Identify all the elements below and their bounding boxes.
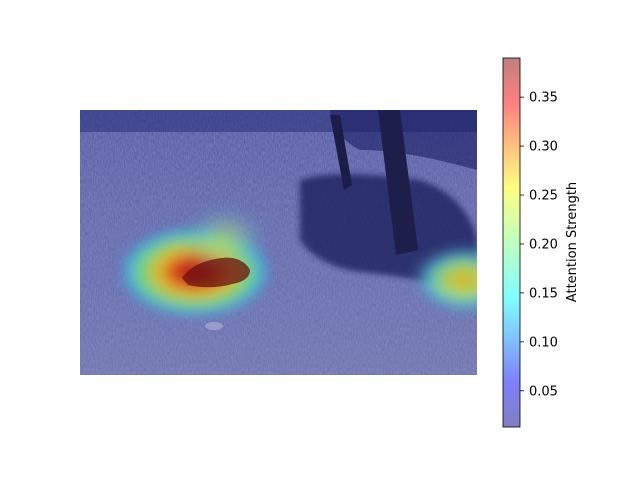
colorbar-label: Attention Strength [565,182,580,302]
colorbar-tick-label: 0.15 [529,286,558,301]
colorbar-tick-label: 0.25 [529,189,558,204]
secondary-right-edge-hotspot [410,245,477,315]
rock [205,322,223,330]
colorbar-tick-label: 0.20 [529,237,558,252]
colorbar-ticks: 0.05 0.10 0.15 0.20 0.25 0.30 0.35 [520,91,558,399]
tree-trunk-left [330,115,352,190]
colorbar-tick-label: 0.05 [529,384,558,399]
animal-silhouette [182,257,250,288]
colorbar-tick-label: 0.30 [529,140,558,155]
hotspot-upper-lobe [187,210,263,270]
colorbar-tick-label: 0.10 [529,335,558,350]
colorbar-gradient [502,57,521,428]
tree-trunk-main [378,110,418,255]
colorbar: 0.05 0.10 0.15 0.20 0.25 0.30 0.35 Attention S… [502,57,580,428]
colorbar-tick-label: 0.35 [529,91,558,106]
attention-image-panel [80,110,477,375]
